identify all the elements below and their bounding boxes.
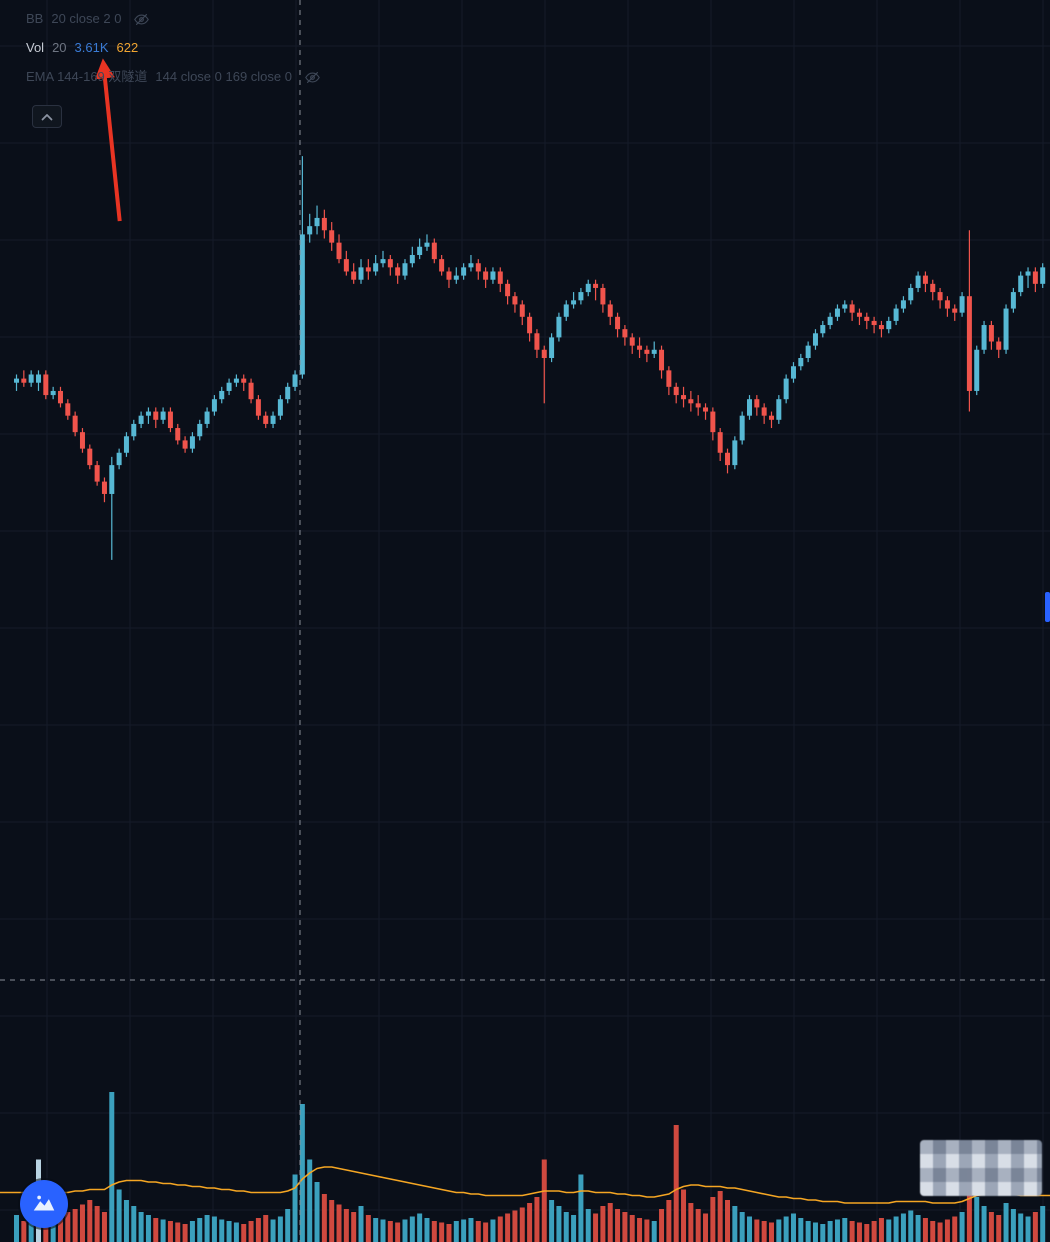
scrollbar-thumb[interactable] [1045, 592, 1050, 622]
legend-collapse-button[interactable] [32, 105, 62, 128]
ema-indicator-params: 144 close 0 169 close 0 [155, 69, 292, 85]
vol-ma-value: 622 [116, 40, 139, 56]
legend-row-bb[interactable]: BB 20 close 2 0 [26, 10, 321, 28]
vol-current-value: 3.61K [74, 40, 109, 56]
ema-indicator-name: EMA 144-169 双隧道 [26, 69, 148, 85]
logo-button[interactable] [20, 1180, 68, 1228]
area-chart-icon [31, 1191, 57, 1217]
blurred-watermark [920, 1140, 1042, 1196]
eye-off-icon[interactable] [133, 11, 150, 28]
eye-off-icon[interactable] [304, 69, 321, 86]
vol-indicator-name: Vol [26, 40, 45, 56]
bb-indicator-name: BB [26, 11, 44, 26]
legend-row-vol[interactable]: Vol 20 3.61K 622 [26, 39, 321, 57]
vol-indicator-param: 20 [52, 40, 67, 56]
legend-row-ema[interactable]: EMA 144-169 双隧道 144 close 0 169 close 0 [26, 68, 321, 86]
red-arrow-annotation [94, 58, 122, 222]
indicator-legend: BB 20 close 2 0 Vol 20 3.61K 622 EMA 144… [26, 10, 321, 87]
bb-indicator-params: 20 close 2 0 [51, 11, 122, 26]
chevron-up-icon [41, 113, 53, 121]
